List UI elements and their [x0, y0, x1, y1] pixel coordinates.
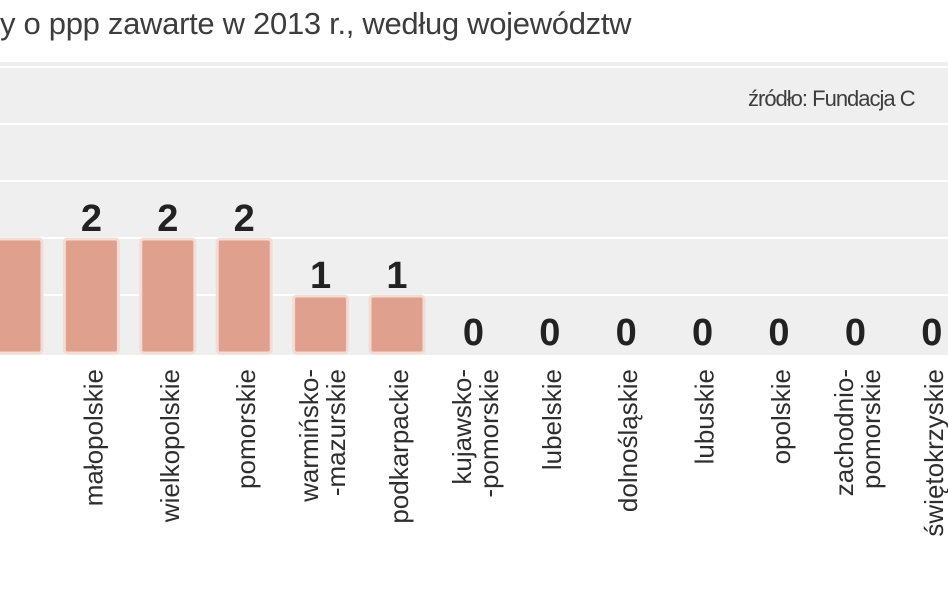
bar [368, 294, 426, 355]
bar [139, 237, 197, 355]
data-label: 0 [616, 312, 637, 354]
category-label: opolskie [766, 369, 796, 464]
source-note: źródło: Fundacja C [748, 86, 916, 111]
category-label-line: małopolskie [78, 369, 108, 506]
category-label: podkarpackie [384, 369, 414, 524]
category-label-line: -pomorskie [474, 369, 504, 498]
data-label: 1 [310, 255, 331, 297]
data-label: 0 [768, 312, 789, 354]
category-label-line: lubelskie [537, 369, 567, 470]
bar [292, 294, 350, 355]
category-label-line: pomorskie [856, 369, 886, 489]
category-label-line: zachodnio- [829, 369, 859, 496]
category-label-line: dolnośląskie [613, 369, 643, 512]
category-label: warmińsko--mazurskie [294, 369, 351, 503]
bar [215, 237, 273, 355]
category-label: wielkopolskie [155, 369, 185, 523]
category-label-line: świętokrzyskie [919, 369, 948, 537]
category-label-line: lubuskie [690, 369, 720, 464]
category-label: lubuskie [690, 369, 720, 464]
category-label-line: wielkopolskie [155, 369, 185, 523]
bar [62, 237, 120, 355]
category-label-line: opolskie [766, 369, 796, 464]
category-label-line: kujawsko- [447, 369, 477, 485]
chart-title: y o ppp zawarte w 2013 r., według wojewó… [0, 6, 632, 41]
category-label: pomorskie [231, 369, 261, 489]
data-label: 0 [921, 312, 942, 354]
category-label-line: -mazurskie [321, 369, 351, 496]
category-label-line: pomorskie [231, 369, 261, 489]
data-label: 2 [81, 198, 102, 240]
category-label: kujawsko--pomorskie [447, 369, 504, 498]
data-label: 0 [539, 312, 560, 354]
category-label-line: warmińsko- [294, 369, 324, 503]
data-label: 1 [386, 255, 407, 297]
data-label: 2 [157, 198, 178, 240]
data-label: 0 [845, 312, 866, 354]
category-label: małopolskie [78, 369, 108, 506]
category-label: dolnośląskie [613, 369, 643, 512]
data-label: 0 [463, 312, 484, 354]
category-label-line: podkarpackie [384, 369, 414, 524]
data-label: 0 [692, 312, 713, 354]
data-label: 2 [234, 198, 255, 240]
bar [0, 237, 44, 355]
category-label: świętokrzyskie [919, 369, 948, 537]
category-label: zachodnio-pomorskie [829, 369, 886, 496]
category-label: lubelskie [537, 369, 567, 470]
